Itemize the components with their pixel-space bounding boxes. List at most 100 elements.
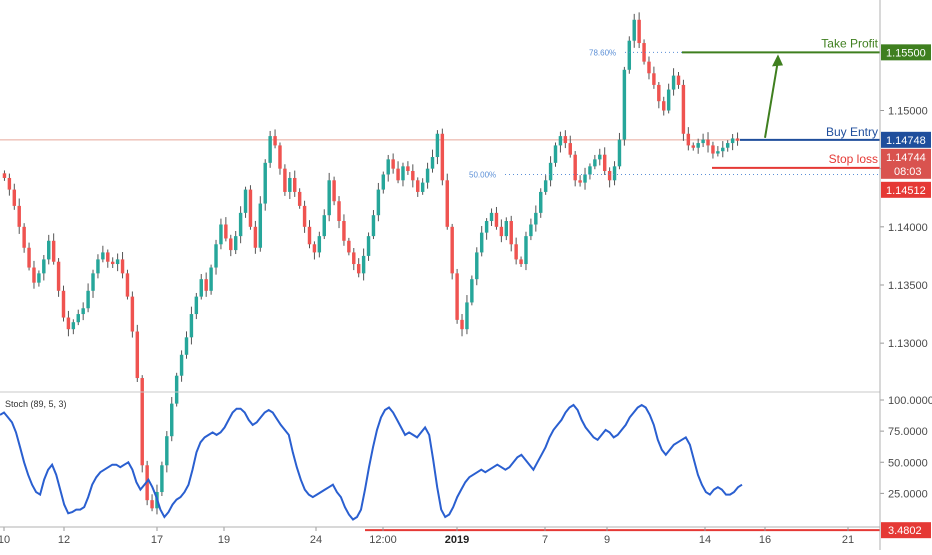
candle-body [578, 180, 582, 183]
candle-body [662, 101, 666, 111]
candle-body [445, 180, 449, 227]
candle-body [51, 240, 56, 262]
candle-body [184, 337, 189, 355]
fibonacci-label: 50.00% [469, 170, 496, 179]
candle-body [494, 212, 499, 227]
stochastic-axis: 100.0000 75.0000 50.0000 25.0000 3.4802 [880, 395, 932, 539]
stochastic-tick-label: 75.0000 [888, 426, 928, 438]
candle-body [519, 259, 523, 265]
candle-body [701, 139, 705, 144]
candle-body [406, 166, 410, 171]
candle-body [317, 236, 322, 253]
buy-entry-price-flag-text: 1.14748 [886, 135, 926, 147]
candle-body [470, 279, 474, 303]
candle-body [583, 174, 587, 183]
candle-body [524, 236, 528, 265]
candle-body [101, 252, 105, 260]
candle-body [657, 84, 661, 102]
candle-body [268, 136, 272, 163]
candle-body [209, 267, 213, 291]
candle-body [696, 143, 700, 148]
candle-body [81, 308, 85, 315]
levels-layer: Take Profit Buy Entry Stop loss [682, 36, 880, 169]
price-tick-label: 1.13500 [888, 280, 928, 292]
candle-body [529, 224, 533, 237]
candle-body [514, 244, 518, 260]
candle-body [602, 154, 607, 171]
candle-body [229, 238, 233, 251]
buy-entry-label: Buy Entry [826, 125, 878, 139]
current-price-flag-text: 1.14744 [886, 152, 926, 164]
candle-body [371, 215, 376, 237]
candle-body [352, 252, 356, 265]
candle-body [135, 331, 140, 379]
candle-body [204, 279, 208, 291]
candle-body [612, 166, 617, 181]
candle-body [691, 145, 695, 148]
candle-body [642, 43, 646, 62]
candle-body [56, 261, 61, 291]
candle-body [302, 205, 307, 227]
candle-body [120, 259, 125, 274]
countdown-flag-text: 08:03 [894, 166, 922, 178]
stochastic-tick-label: 100.0000 [888, 395, 932, 407]
candle-body [622, 69, 627, 140]
candle-body [652, 73, 656, 85]
candle-body [489, 212, 494, 222]
candle-body [332, 180, 336, 202]
time-tick-label: 19 [218, 534, 230, 546]
candle-body [115, 259, 120, 265]
candle-body [455, 273, 459, 320]
candle-body [553, 145, 558, 163]
candle-body [632, 19, 636, 41]
take-profit-label: Take Profit [821, 36, 878, 50]
candle-body [150, 500, 154, 509]
candles-layer [2, 12, 740, 515]
candle-body [140, 378, 144, 466]
time-tick-label: 24 [310, 534, 322, 546]
candle-body [666, 89, 671, 111]
candle-body [66, 317, 71, 330]
candle-body [91, 273, 95, 291]
candle-body [725, 143, 730, 148]
time-tick-label: 9 [604, 534, 610, 546]
candle-body [460, 319, 464, 330]
candle-body [381, 174, 386, 190]
candle-body [366, 236, 371, 256]
time-tick-label: 12 [58, 534, 70, 546]
candle-body [376, 189, 381, 216]
candle-body [12, 189, 17, 206]
candle-body [568, 143, 572, 155]
candle-body [588, 166, 592, 175]
candle-body [558, 136, 563, 146]
candle-body [170, 403, 174, 437]
candle-body [337, 201, 341, 222]
candle-body [484, 221, 489, 233]
candle-body [2, 173, 7, 178]
candle-body [106, 252, 110, 262]
candle-body [430, 157, 435, 169]
stochastic-line [0, 403, 743, 521]
candle-body [238, 212, 243, 237]
candle-body [637, 19, 641, 44]
candle-body [307, 226, 312, 245]
candle-body [504, 221, 509, 237]
stochastic-level-flag-bg [881, 522, 931, 539]
candle-body [711, 145, 715, 154]
price-tick-label: 1.14000 [888, 222, 928, 234]
candle-body [125, 273, 130, 297]
candle-body [706, 139, 710, 146]
candle-body [165, 436, 169, 466]
candle-body [548, 162, 553, 181]
candle-body [716, 151, 720, 154]
stop-loss-price-flag-bg [881, 181, 931, 198]
candle-body [17, 205, 21, 227]
candle-body [534, 212, 538, 225]
target-arrow-head [772, 54, 783, 67]
candle-body [617, 139, 622, 167]
candle-body [179, 354, 184, 376]
candle-body [27, 247, 31, 268]
candle-body [199, 279, 203, 297]
candle-body [627, 40, 632, 70]
